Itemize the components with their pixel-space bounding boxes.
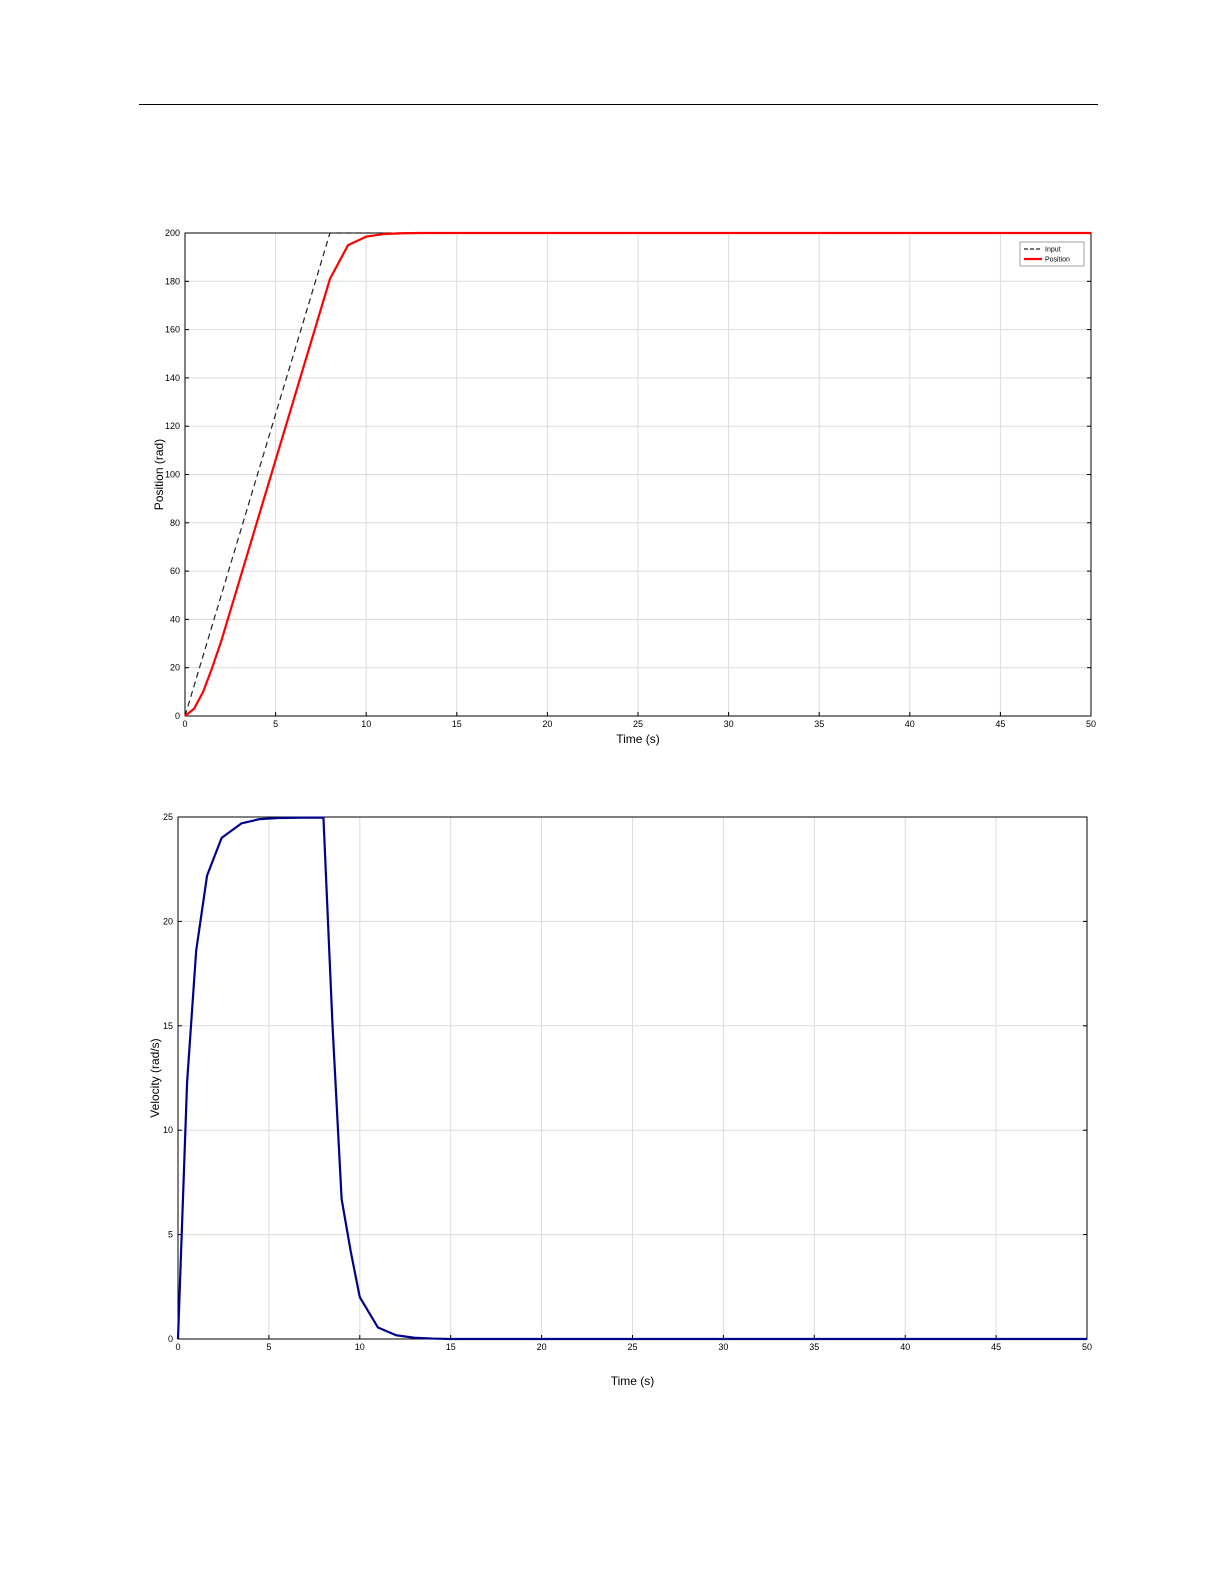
position-x-tick-label: 40 [905, 719, 915, 729]
position-x-tick-label: 20 [542, 719, 552, 729]
position-y-tick-label: 200 [165, 228, 180, 238]
position-y-tick-label: 20 [170, 663, 180, 673]
position-y-tick-label: 100 [165, 470, 180, 480]
velocity-x-tick-label: 35 [809, 1342, 819, 1352]
position-y-tick-label: 180 [165, 276, 180, 286]
position-y-tick-label: 160 [165, 325, 180, 335]
position-y-tick-label: 40 [170, 614, 180, 624]
velocity-ticks: 0 5 10 15 20 25 30 35 40 45 50 0 5 10 15 20 25 [163, 812, 1092, 1352]
velocity-x-tick-label: 10 [355, 1342, 365, 1352]
velocity-x-tick-label: 40 [900, 1342, 910, 1352]
velocity-series-line-0 [176, 816, 1087, 1341]
velocity-grid [177, 816, 1088, 1340]
velocity-y-tick-label: 20 [163, 916, 173, 926]
velocity-y-tick-label: 0 [168, 1334, 173, 1344]
velocity-x-tick-label: 20 [537, 1342, 547, 1352]
position-legend: Input Position [1019, 241, 1085, 267]
position-x-tick-label: 15 [452, 719, 462, 729]
position-y-tick-label: 140 [165, 373, 180, 383]
velocity-series [176, 816, 1087, 1341]
velocity-x-tick-label: 5 [266, 1342, 271, 1352]
velocity-y-tick-label: 10 [163, 1125, 173, 1135]
velocity-x-tick-label: 15 [446, 1342, 456, 1352]
position-y-axis-label: Position (rad) [152, 439, 166, 510]
position-ticks: 0 5 10 15 20 25 30 35 40 45 50 0 20 40 60 80 100 120 140 16… [165, 228, 1096, 729]
header-rule [139, 104, 1098, 105]
position-legend-box [1019, 241, 1085, 267]
position-x-tick-label: 45 [995, 719, 1005, 729]
velocity-y-axis-label: Velocity (rad/s) [148, 1038, 162, 1117]
position-y-tick-label: 80 [170, 518, 180, 528]
position-x-tick-label: 0 [182, 719, 187, 729]
position-chart: 0 5 10 15 20 25 30 35 40 45 50 0 20 40 60 80 100 120 140 16… [152, 228, 1096, 746]
position-y-tick-label: 0 [175, 711, 180, 721]
position-series [184, 231, 1091, 717]
position-x-tick-label: 25 [633, 719, 643, 729]
position-x-tick-label: 30 [724, 719, 734, 729]
velocity-x-tick-label: 0 [175, 1342, 180, 1352]
position-x-tick-label: 50 [1086, 719, 1096, 729]
position-x-tick-label: 35 [814, 719, 824, 729]
velocity-x-tick-label: 50 [1082, 1342, 1092, 1352]
position-y-tick-label: 120 [165, 421, 180, 431]
velocity-x-tick-label: 30 [718, 1342, 728, 1352]
velocity-x-axis-label: Time (s) [611, 1374, 655, 1388]
position-series-line-position [184, 231, 1091, 717]
velocity-x-tick-label: 25 [627, 1342, 637, 1352]
velocity-y-tick-label: 5 [168, 1230, 173, 1240]
position-x-tick-label: 5 [273, 719, 278, 729]
position-legend-label: Position [1045, 257, 1070, 264]
velocity-x-tick-label: 45 [991, 1342, 1001, 1352]
velocity-y-tick-label: 15 [163, 1021, 173, 1031]
position-legend-label: Input [1045, 247, 1061, 254]
position-x-tick-label: 10 [361, 719, 371, 729]
position-x-axis-label: Time (s) [616, 732, 660, 746]
position-y-tick-label: 60 [170, 566, 180, 576]
velocity-y-tick-label: 25 [163, 812, 173, 822]
